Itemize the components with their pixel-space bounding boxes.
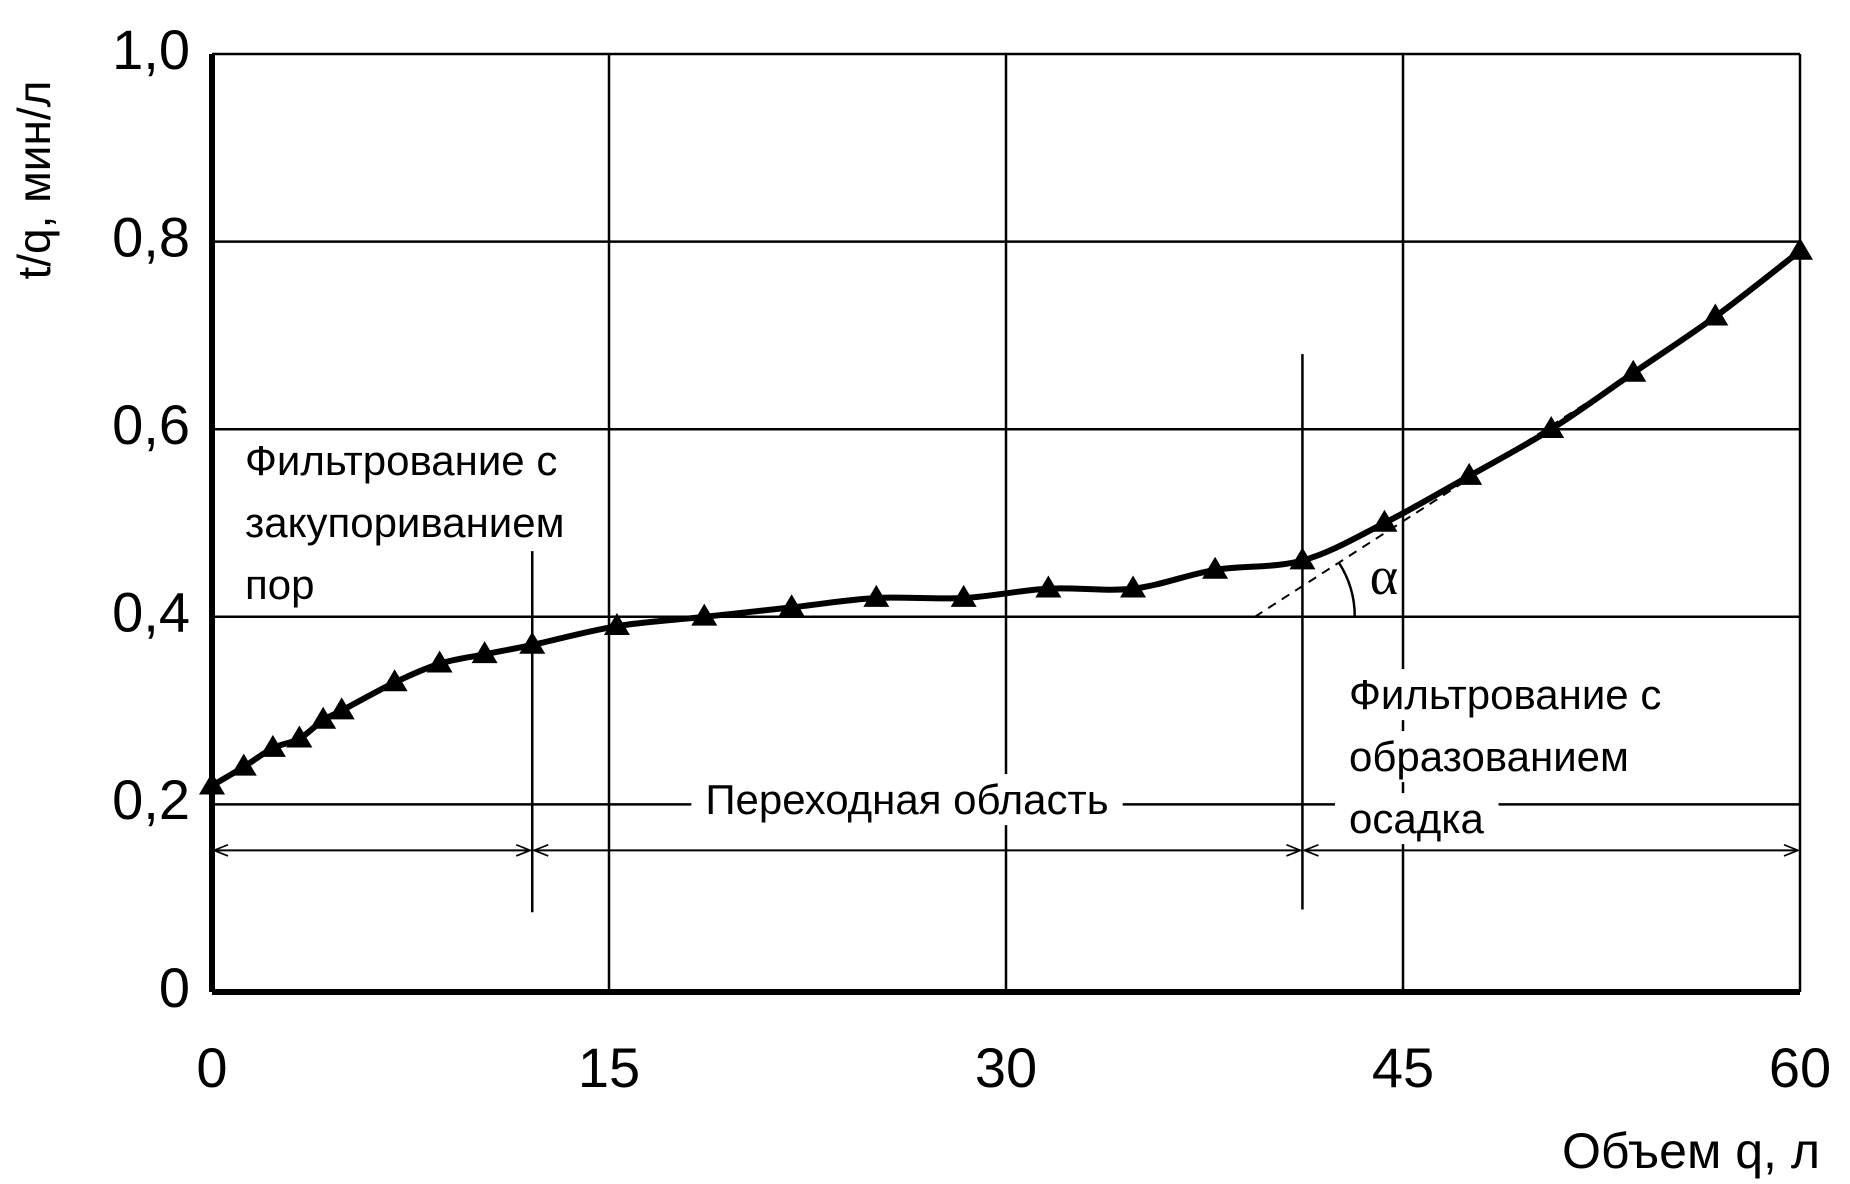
x-tick-label: 60 — [1769, 1036, 1831, 1099]
data-point — [286, 725, 313, 748]
axes: 0 0,2 0,4 0,6 0,8 1,0 0 15 30 45 60 — [112, 18, 1831, 1099]
y-tick-label: 0,6 — [112, 393, 190, 456]
y-tick-label: 1,0 — [112, 18, 190, 81]
data-point — [259, 734, 286, 757]
y-axis-label: t/q, мин/л — [8, 80, 60, 279]
label-background — [231, 497, 579, 549]
data-point — [310, 706, 337, 729]
y-tick-label: 0,2 — [112, 768, 190, 831]
y-tick-label: 0,4 — [112, 581, 190, 644]
angle-label: α — [1370, 546, 1398, 606]
label-background — [1335, 669, 1676, 721]
data-point — [1620, 359, 1647, 382]
data-point — [1787, 237, 1813, 260]
region-label: закупориванием — [245, 499, 564, 546]
data-point — [1120, 575, 1147, 598]
data — [199, 237, 1813, 795]
y-tick-label: 0 — [159, 956, 190, 1019]
data-point — [230, 753, 257, 776]
region-label: образованием — [1349, 733, 1629, 780]
label-background — [1335, 793, 1499, 845]
x-tick-label: 15 — [578, 1036, 640, 1099]
label-background — [231, 435, 572, 487]
x-tick-label: 30 — [975, 1036, 1037, 1099]
data-point — [199, 772, 225, 795]
data-point — [519, 631, 546, 654]
label-background — [691, 774, 1123, 826]
data-point — [328, 697, 355, 720]
label-background — [1335, 731, 1643, 783]
data-point — [381, 669, 408, 692]
data-point — [778, 594, 805, 617]
x-axis-label: Объем q, л — [1562, 1123, 1820, 1179]
angle-arc — [1337, 561, 1357, 617]
data-point — [1289, 547, 1316, 570]
region-label: Фильтрование с — [1349, 671, 1661, 718]
region-label: осадка — [1349, 795, 1485, 842]
data-point — [603, 612, 630, 635]
data-point — [1702, 303, 1729, 326]
region-label: Переходная область — [705, 776, 1108, 823]
data-point — [950, 584, 977, 607]
data-point — [691, 603, 718, 626]
data-point — [1035, 575, 1062, 598]
region-label: Фильтрование с — [245, 437, 557, 484]
annotations: Фильтрование с закупориванием пор Переходна… — [211, 354, 1801, 913]
data-point — [1371, 509, 1398, 532]
data-point — [1202, 556, 1229, 579]
data-point — [1538, 416, 1565, 438]
data-point — [863, 584, 890, 607]
y-tick-label: 0,8 — [112, 205, 190, 268]
x-tick-label: 0 — [196, 1036, 227, 1099]
data-point — [426, 650, 453, 673]
region-label: пор — [245, 561, 314, 608]
data-point — [1456, 462, 1483, 485]
label-background — [231, 559, 329, 611]
data-point — [471, 641, 498, 664]
x-tick-label: 45 — [1372, 1036, 1434, 1099]
